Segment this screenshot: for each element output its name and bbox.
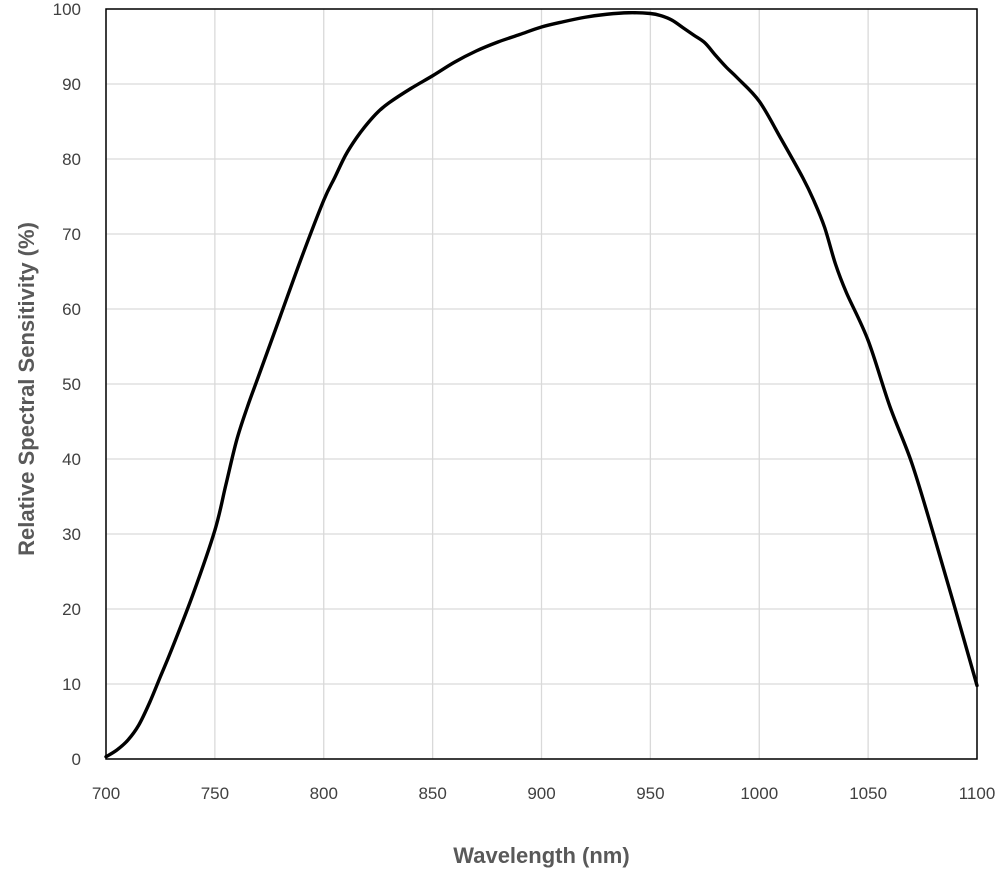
y-tick-label-60: 60 <box>62 300 81 319</box>
y-tick-label-100: 100 <box>53 0 81 19</box>
x-tick-label-1050: 1050 <box>849 784 887 803</box>
x-axis-title: Wavelength (nm) <box>453 843 629 868</box>
x-tick-label-700: 700 <box>92 784 120 803</box>
x-tick-label-950: 950 <box>636 784 664 803</box>
y-tick-label-10: 10 <box>62 675 81 694</box>
x-tick-labels: 700 750 800 850 900 950 1000 1050 1100 <box>92 784 995 803</box>
y-tick-label-70: 70 <box>62 225 81 244</box>
x-tick-label-1100: 1100 <box>959 784 996 803</box>
y-tick-label-50: 50 <box>62 375 81 394</box>
y-axis-title: Relative Spectral Sensitivity (%) <box>14 222 39 556</box>
y-tick-label-40: 40 <box>62 450 81 469</box>
gridlines <box>106 9 977 759</box>
y-tick-label-0: 0 <box>72 750 81 769</box>
x-tick-label-750: 750 <box>201 784 229 803</box>
y-tick-label-80: 80 <box>62 150 81 169</box>
y-tick-label-90: 90 <box>62 75 81 94</box>
x-tick-label-1000: 1000 <box>740 784 778 803</box>
x-tick-label-800: 800 <box>310 784 338 803</box>
x-tick-label-850: 850 <box>418 784 446 803</box>
y-tick-label-20: 20 <box>62 600 81 619</box>
y-tick-labels: 0 10 20 30 40 50 60 70 80 90 100 <box>53 0 81 769</box>
y-tick-label-30: 30 <box>62 525 81 544</box>
x-tick-label-900: 900 <box>527 784 555 803</box>
